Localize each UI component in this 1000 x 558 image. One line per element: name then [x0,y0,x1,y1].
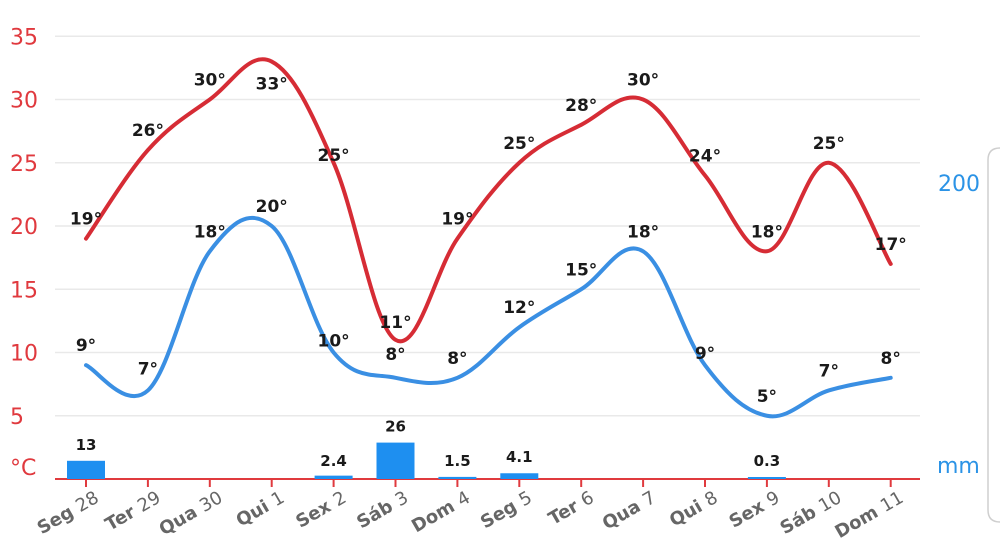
precip-label: 0.3 [754,452,781,470]
precip-label: 2.4 [320,452,347,470]
y-tick-label: 30 [10,89,38,114]
min-temp-label: 20° [256,197,288,217]
min-temp-label: 8° [447,349,467,369]
y-tick-label: 10 [10,342,38,367]
y-tick-label: 15 [10,278,38,303]
max-temp-label: 19° [70,210,102,230]
min-temp-label: 7° [819,361,839,381]
y-tick-label: 5 [10,405,24,430]
temperature-lines [84,57,893,419]
min-temp-label: 18° [194,222,226,242]
y-tick-label: 20 [10,215,38,240]
precip-bar [747,477,786,479]
y-axis-right: 200 mm [937,172,980,479]
max-temp-label: 25° [318,146,350,166]
precip-bar [500,473,539,479]
min-temp-label: 8° [881,349,901,369]
max-temp-label: 30° [627,71,659,91]
max-temp-label: 24° [689,146,721,166]
temperature-labels: 19° 26° 30° 33° 25° 11° 19° 25° 28° 30° 24° 18° 25° 1… [70,71,907,407]
min-temp-label: 12° [503,298,535,318]
x-tick-label: Ter 6 [545,487,598,530]
precip-label: 13 [76,436,97,454]
min-temp-label: 7° [138,359,158,379]
x-tick-label: Qua 7 [599,487,660,534]
max-temp-label: 17° [875,235,907,255]
x-tick-label: Qui 8 [666,487,722,531]
x-tick-label: Dom 4 [408,487,474,537]
max-temp-label: 33° [256,75,288,95]
y-right-tick-label: 200 [938,172,980,197]
min-temp-label: 18° [627,222,659,242]
scrollbar-edge [987,147,1000,523]
min-temp-label: 15° [565,260,597,280]
max-temp-label: 11° [379,313,411,333]
x-tick-label: Qui 1 [233,487,289,531]
x-tick-label: Sex 9 [726,487,784,532]
min-temp-label: 9° [695,344,715,364]
y-axis-unit-celsius: °C [10,456,36,481]
max-temp-label: 26° [132,121,164,141]
x-tick-label: Sex 2 [292,487,350,532]
x-tick-label: Dom 11 [832,487,908,543]
precip-bar [314,475,353,479]
y-axis-unit-mm: mm [937,454,980,479]
side-panel-edge [987,147,1000,523]
x-tick-label: Sáb 3 [353,487,412,533]
x-tick-label: Seg 28 [34,487,103,539]
min-temp-label: 8° [385,345,405,365]
precip-bar [67,460,105,479]
max-temp-label: 25° [503,134,535,154]
y-tick-label: 25 [10,152,38,177]
gridlines [55,35,920,480]
precipitation-bars: 13 2.4 26 1.5 4.1 0.3 [67,418,786,479]
x-tick-label: Qua 30 [156,487,227,540]
min-temp-label: 9° [76,336,96,356]
x-tick-label: Seg 5 [477,487,536,533]
max-temp-label: 19° [441,210,473,230]
max-temp-label: 28° [565,96,597,116]
min-temp-label: 5° [757,387,777,407]
precip-label: 4.1 [506,448,533,466]
min-temp-label: 10° [318,332,350,352]
max-temp-line [84,57,893,344]
precip-label: 1.5 [444,452,471,470]
x-tick-label: Ter 29 [102,487,165,535]
max-temp-label: 18° [751,222,783,242]
y-tick-label: 35 [10,25,38,50]
precip-label: 26 [385,418,406,436]
y-axis-left: 35 30 25 20 15 10 5 °C [10,25,38,481]
max-temp-label: 25° [813,134,845,154]
precip-bar [438,476,477,479]
precip-bar [376,442,415,479]
max-temp-label: 30° [194,71,226,91]
